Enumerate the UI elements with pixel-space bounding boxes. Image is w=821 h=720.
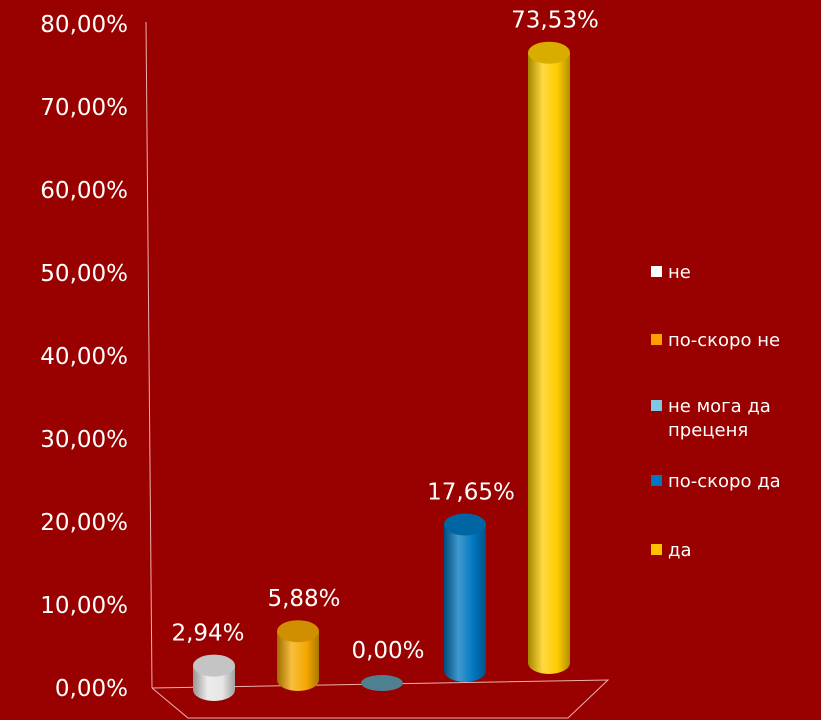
bar-4 xyxy=(528,41,570,675)
legend-swatch xyxy=(651,544,662,555)
chart-data-labels: 2,94% 5,88% 0,00% 17,65% 73,53% xyxy=(171,8,598,664)
floor-outline xyxy=(151,679,610,719)
data-label: 73,53% xyxy=(511,8,599,34)
data-label: 0,00% xyxy=(351,638,424,664)
chart-bars xyxy=(193,41,570,701)
legend-item: не мога да преценя xyxy=(651,396,771,441)
bar-1 xyxy=(277,620,319,691)
legend-item: по-скоро да xyxy=(651,471,781,492)
legend-label: не мога да xyxy=(668,396,771,417)
bar-top xyxy=(528,41,570,64)
bar-top xyxy=(193,654,235,677)
legend-swatch xyxy=(651,266,662,277)
legend-swatch xyxy=(651,475,662,486)
data-label: 2,94% xyxy=(171,621,244,647)
y-tick-label: 50,00% xyxy=(40,261,128,287)
y-axis-line xyxy=(145,21,153,689)
bar-body xyxy=(444,524,486,682)
bar-body xyxy=(277,631,319,691)
y-tick-label: 30,00% xyxy=(40,427,128,453)
bar-top xyxy=(361,675,403,691)
bar-top xyxy=(444,513,486,536)
bar-top xyxy=(277,620,319,643)
data-label: 5,88% xyxy=(267,586,340,612)
y-tick-label: 10,00% xyxy=(40,593,128,619)
y-tick-label: 20,00% xyxy=(40,510,128,536)
legend-label: не xyxy=(668,262,691,283)
data-label: 17,65% xyxy=(427,480,515,506)
legend-swatch xyxy=(651,334,662,345)
legend-item: не xyxy=(651,262,691,283)
legend-label: по-скоро не xyxy=(668,330,780,351)
bar-body xyxy=(528,52,570,675)
bar-3 xyxy=(444,513,486,682)
y-tick-label: 40,00% xyxy=(40,344,128,370)
legend-label: да xyxy=(668,540,691,561)
legend-item: по-скоро не xyxy=(651,330,780,351)
legend-label: по-скоро да xyxy=(668,471,781,492)
chart-axes: 0,00% 10,00% 20,00% 30,00% 40,00% 50,00% 60,00… xyxy=(40,12,610,719)
y-tick-label: 60,00% xyxy=(40,178,128,204)
y-tick-label: 0,00% xyxy=(55,676,128,702)
legend-swatch xyxy=(651,400,662,411)
y-tick-label: 80,00% xyxy=(40,12,128,38)
y-tick-label: 70,00% xyxy=(40,95,128,121)
bar-2 xyxy=(361,675,403,691)
chart-legend: не по-скоро не не мога да преценя по-скоро д… xyxy=(651,262,781,561)
legend-item: да xyxy=(651,540,691,561)
legend-label: преценя xyxy=(668,420,748,441)
bar-0 xyxy=(193,654,235,701)
